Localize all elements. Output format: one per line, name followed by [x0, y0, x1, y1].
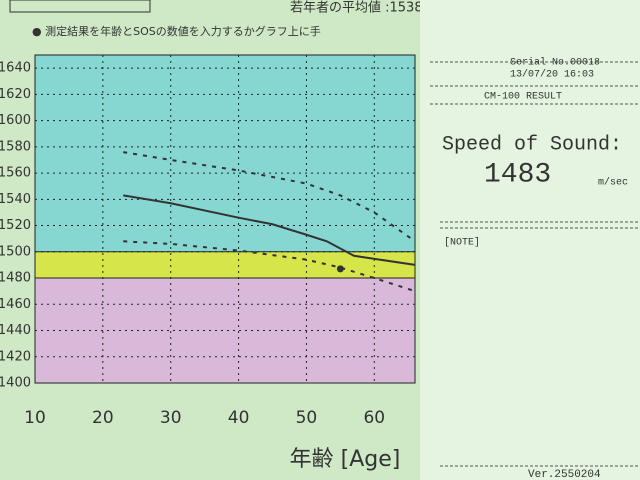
band	[35, 251, 415, 279]
band	[35, 278, 415, 383]
y-tick-label: 1440	[0, 323, 31, 338]
y-tick-label: 1580	[0, 139, 31, 154]
y-tick-label: 1560	[0, 166, 31, 181]
plot-frame	[34, 54, 416, 384]
y-tick-label: 1460	[0, 297, 31, 312]
band	[35, 55, 415, 252]
y-tick-label: 1500	[0, 244, 31, 259]
x-tick-label: 60	[363, 408, 385, 428]
y-tick-label: 1400	[0, 376, 31, 391]
receipt-paper	[420, 0, 640, 480]
x-tick-label: 40	[228, 408, 250, 428]
y-tick-label: 1420	[0, 349, 31, 364]
sos-label: Speed of Sound:	[442, 133, 622, 156]
y-tick-label: 1540	[0, 192, 31, 207]
receipt: Serial No.00018 13/07/20 16:03 CM-100 RE…	[420, 0, 640, 480]
y-tick-label: 1600	[0, 113, 31, 128]
plot: 1400 1420 1440 1460 1480 1500 1520 1540 1560 1580…	[0, 54, 416, 428]
y-tick-label: 1480	[0, 271, 31, 286]
sos-value: 1483	[484, 159, 551, 190]
model: CM-100 RESULT	[484, 92, 562, 103]
y-tick-label: 1520	[0, 218, 31, 233]
header-box	[9, 0, 151, 13]
reference-text: 若年者の平均値 :1538 m/s	[290, 0, 451, 16]
data-point	[336, 265, 344, 273]
y-tick-label: 1620	[0, 87, 31, 102]
x-tick-label: 10	[24, 408, 46, 428]
x-tick-label: 20	[92, 408, 114, 428]
x-axis-label: 年齢 [Age]	[290, 447, 401, 472]
instruction-text: ● 測定結果を年齢とSOSの数値を入力するかグラフ上に手	[32, 24, 321, 38]
y-tick-label: 1640	[0, 61, 31, 76]
sos-unit: m/sec	[598, 177, 628, 189]
version: Ver.2550204	[528, 469, 601, 480]
x-tick-label: 50	[296, 408, 318, 428]
serial: Serial No.00018	[510, 57, 600, 69]
series-line	[123, 194, 416, 266]
note: [NOTE]	[444, 237, 480, 249]
x-tick-label: 30	[160, 408, 182, 428]
datetime: 13/07/20 16:03	[510, 69, 594, 81]
